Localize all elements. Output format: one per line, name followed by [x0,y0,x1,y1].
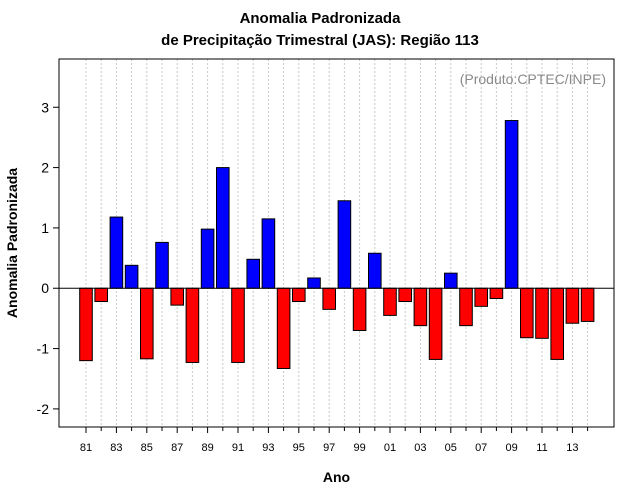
bar [261,218,276,289]
chart-subtitle: de Precipitação Trimestral (JAS): Região… [161,32,479,49]
bar [398,287,412,303]
x-tick-label: 83 [110,442,122,454]
x-tick-label: 87 [171,442,183,454]
bar [368,252,382,289]
bar [474,287,488,307]
bar [79,287,93,362]
x-tick-label: 93 [262,442,274,454]
plot-frame [58,58,615,428]
y-tick-label: 3 [41,99,49,115]
bar [444,272,458,289]
bar [292,287,306,303]
x-tick-label: 03 [414,442,426,454]
bar [200,228,215,289]
x-axis: 81 83 85 87 89 91 93 95 97 99 01 03 05 07 09 11 13 [80,427,589,454]
x-tick-label: 89 [201,442,213,454]
bar [535,287,549,339]
y-axis-title: Anomalia Padronizada [4,168,20,318]
x-tick-label: 07 [475,442,487,454]
bar [413,287,428,327]
bar [231,287,245,363]
bar [307,277,321,289]
bar [109,216,124,289]
bar [124,264,139,289]
bar [428,287,443,360]
bar [322,287,336,310]
x-tick-label: 09 [505,442,517,454]
bar [459,287,473,327]
x-tick-label: 13 [566,442,578,454]
bar [520,287,534,339]
x-tick-label: 05 [445,442,457,454]
bar [276,287,291,369]
x-tick-label: 81 [80,442,92,454]
bar [216,167,230,289]
bar [155,241,169,289]
bar [246,258,260,289]
y-tick-label: 0 [41,280,49,296]
x-tick-label: 85 [141,442,153,454]
y-tick-label: 2 [41,160,49,176]
bar [140,287,154,360]
bar [383,287,397,316]
x-tick-label: 01 [384,442,396,454]
x-tick-label: 11 [536,442,547,454]
bar [94,287,109,303]
bar [352,287,367,331]
bar [337,200,352,289]
x-tick-label: 99 [353,442,365,454]
bar [580,287,595,322]
x-tick-label: 97 [323,442,335,454]
chart-title: Anomalia Padronizada [239,10,401,27]
x-tick-label: 91 [232,442,244,454]
bar [550,287,565,360]
x-axis-title: Ano [323,469,350,485]
source-annotation: (Produto:CPTEC/INPE) [460,71,606,87]
y-tick-label: 1 [41,220,49,236]
y-tick-label: -2 [37,401,50,417]
x-tick-label: 95 [293,442,305,454]
bar-series [79,120,595,369]
y-axis: -2 -1 0 1 2 3 [37,99,59,417]
bar [170,287,184,306]
bar [504,120,519,289]
bar [185,287,200,363]
bar [489,287,504,300]
bar [565,287,580,324]
y-tick-label: -1 [37,341,50,357]
